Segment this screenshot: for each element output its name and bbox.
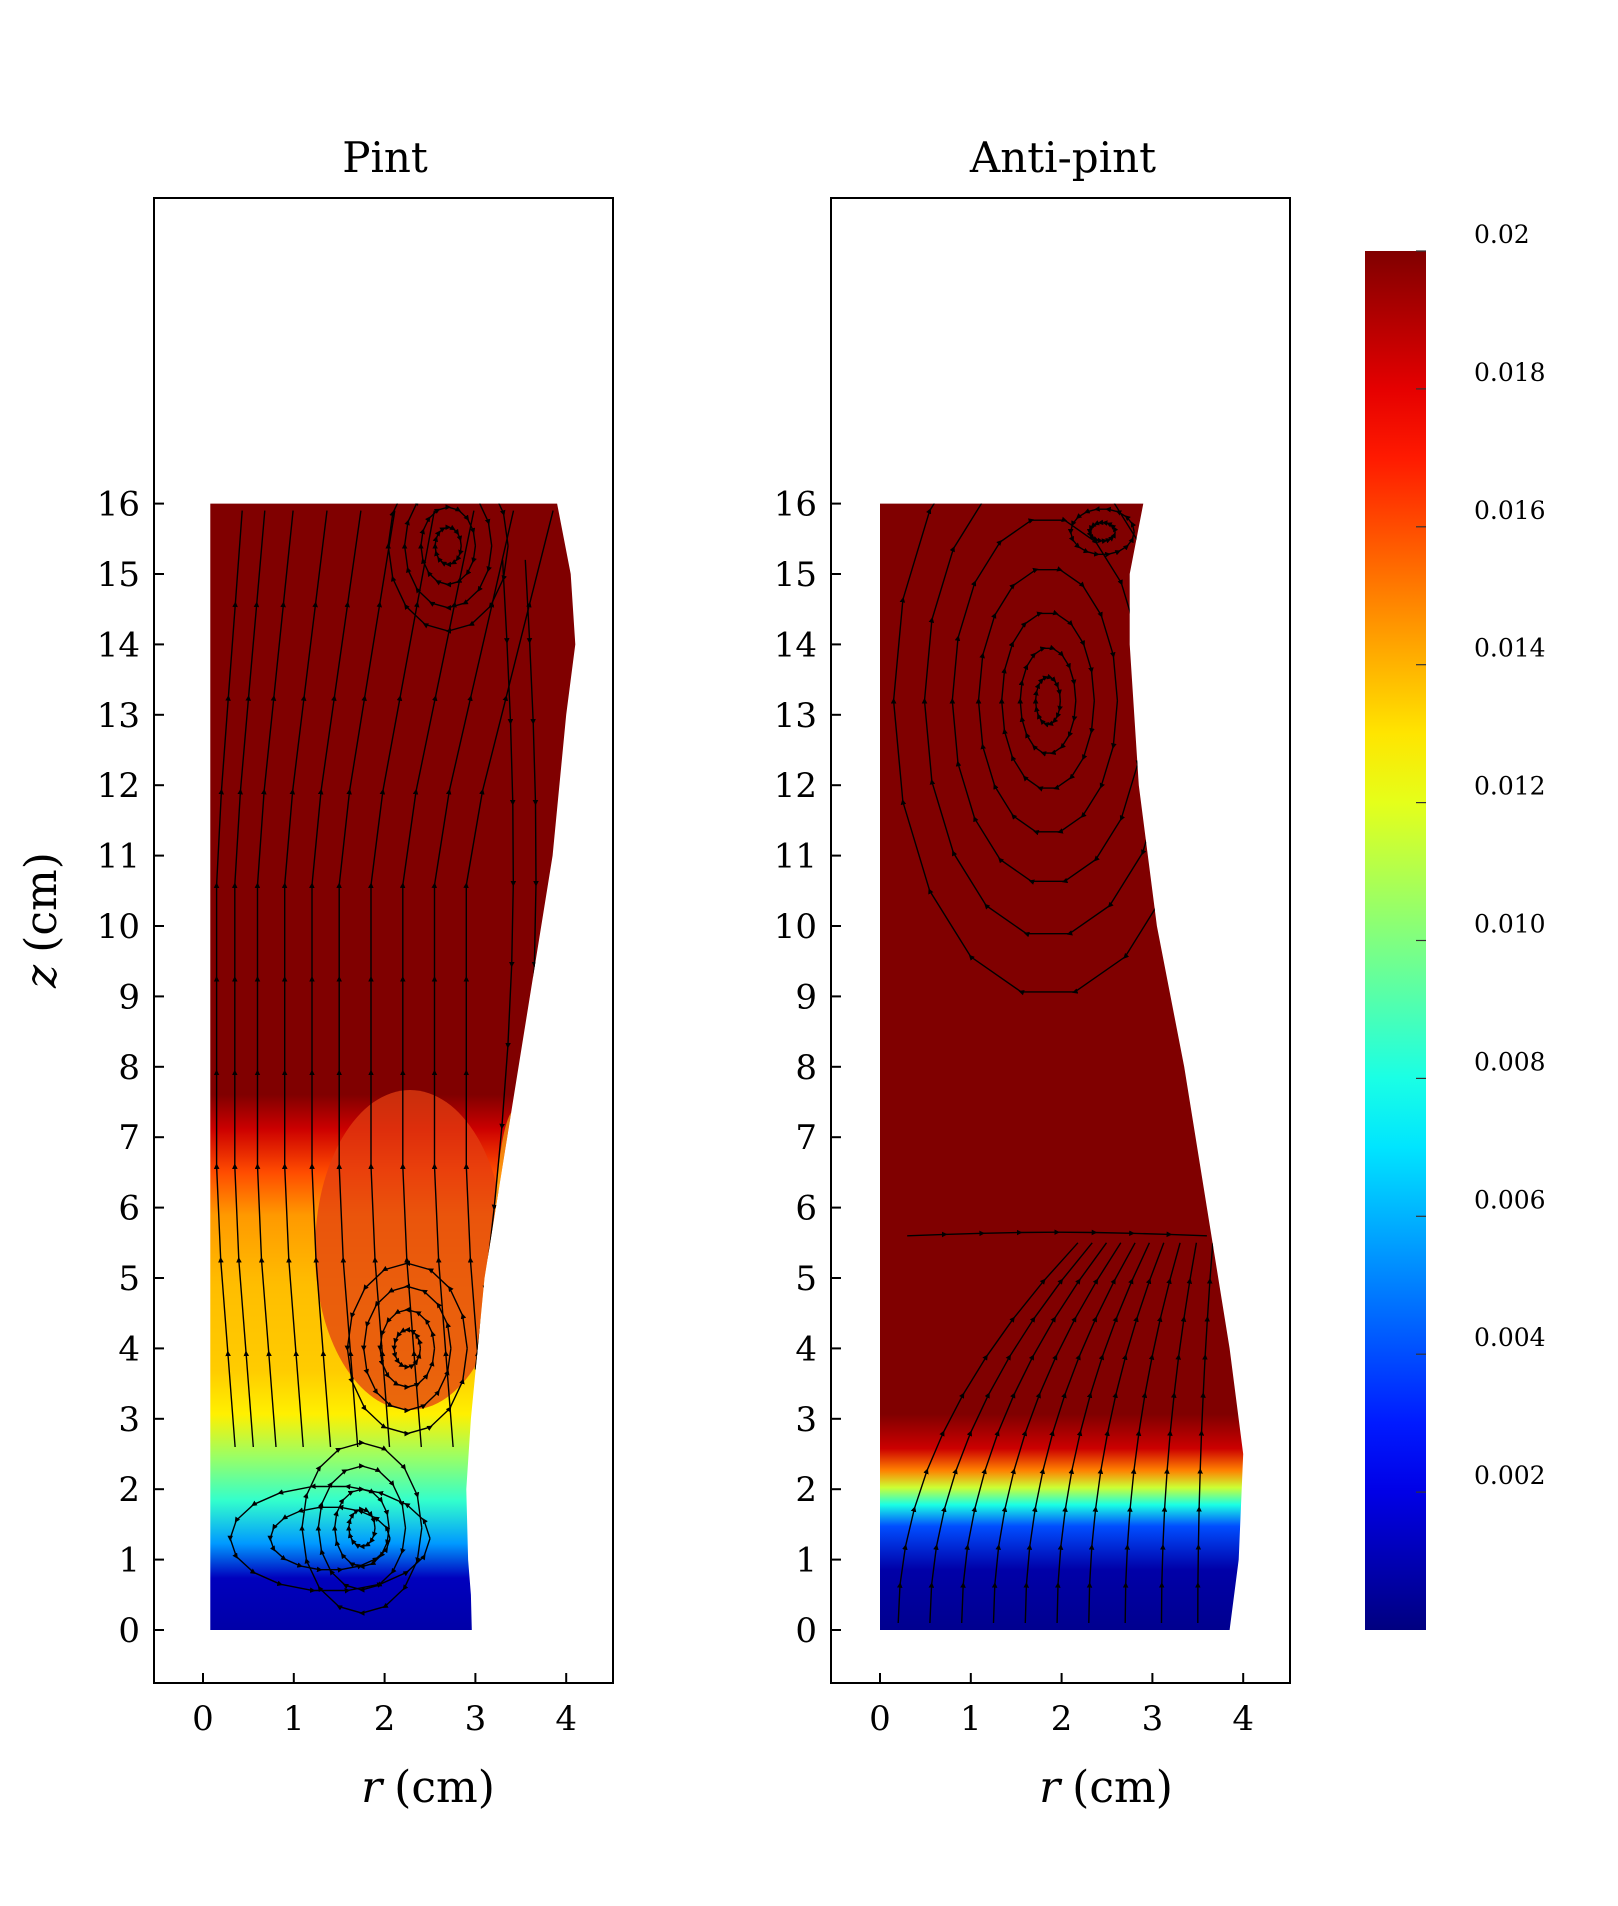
- field-fill-anti-pint: [880, 503, 1244, 1631]
- colorbar-tick-label: 0.004: [1474, 1323, 1546, 1352]
- ytick-label: 10: [97, 907, 140, 947]
- streamline: [281, 510, 328, 1448]
- ytick-label: 1: [795, 1541, 817, 1581]
- colorbar-tick-label: 0.008: [1474, 1047, 1546, 1076]
- streamlines-pint: [213, 503, 554, 1616]
- xtick-label: 2: [1051, 1699, 1073, 1739]
- ytick-label: 14: [97, 625, 140, 665]
- streamline: [231, 510, 266, 1448]
- ytick-label: 7: [795, 1118, 817, 1158]
- xtick-label: 0: [192, 1699, 214, 1739]
- ytick-label: 8: [795, 1048, 817, 1088]
- colorbar: 0.02 0.018 0.016 0.014 0.012 0.010 0.008 0.006 0…: [1365, 220, 1546, 1630]
- xtick-label: 4: [555, 1699, 577, 1739]
- xtick-label: 1: [960, 1699, 982, 1739]
- streamline-vortex: [890, 503, 1203, 996]
- ytick-label: 5: [118, 1259, 140, 1299]
- streamlines-anti-pint: [890, 503, 1214, 1624]
- ytick-label: 10: [774, 907, 817, 947]
- streamline: [213, 510, 243, 1448]
- colorbar-tick-label: 0.012: [1474, 772, 1546, 801]
- ytick-label: 3: [118, 1400, 140, 1440]
- ytick-label: 2: [795, 1470, 817, 1510]
- ytick-label: 6: [118, 1189, 140, 1229]
- ytick-label: 4: [795, 1329, 817, 1369]
- title-anti-pint: Anti-pint: [969, 133, 1156, 182]
- ytick-label: 7: [118, 1118, 140, 1158]
- field-wall-band-pint: [493, 1110, 537, 1450]
- ytick-label: 2: [118, 1470, 140, 1510]
- xtick-label: 3: [1142, 1699, 1164, 1739]
- field-fill-pint: [210, 503, 576, 1631]
- colorbar-tick-label: 0.02: [1474, 220, 1530, 249]
- ytick-label: 6: [795, 1189, 817, 1229]
- ytick-label: 13: [97, 696, 140, 736]
- ytick-label: 4: [118, 1329, 140, 1369]
- streamline-vortex: [1067, 506, 1137, 558]
- colorbar-tick-label: 0.018: [1474, 358, 1546, 387]
- ytick-label: 9: [118, 977, 140, 1017]
- xtick-label: 0: [869, 1699, 891, 1739]
- colorbar-tick-label: 0.016: [1474, 496, 1546, 525]
- streamline: [254, 510, 294, 1448]
- field-hotspot-pint: [315, 1090, 505, 1410]
- ytick-label: 1: [118, 1541, 140, 1581]
- ytick-label: 0: [795, 1611, 817, 1651]
- ytick-label: 14: [774, 625, 817, 665]
- ytick-label: 11: [97, 837, 140, 877]
- ytick-label: 13: [774, 696, 817, 736]
- heatmap-anti-pint: [880, 503, 1244, 1631]
- ytick-label: 16: [774, 485, 817, 525]
- ytick-label: 5: [795, 1259, 817, 1299]
- ytick-label: 15: [774, 555, 817, 595]
- streamline-vortex: [227, 1483, 431, 1594]
- streamline: [1158, 1242, 1198, 1624]
- xtick-label: 4: [1232, 1699, 1254, 1739]
- ytick-label: 12: [774, 766, 817, 806]
- ylabel-pint: z(cm): [16, 852, 67, 989]
- xtick-label: 1: [283, 1699, 305, 1739]
- streamline: [1195, 1242, 1214, 1624]
- axes-frame-pint: [153, 197, 614, 1684]
- heatmap-pint: [210, 503, 576, 1631]
- streamline-vortex: [344, 1260, 468, 1437]
- axes-frame-anti-pint: [830, 197, 1291, 1684]
- colorbar-tick-label: 0.002: [1474, 1461, 1546, 1490]
- colorbar-tick-label: 0.006: [1474, 1185, 1546, 1214]
- colorbar-tick-label: 0.014: [1474, 634, 1546, 663]
- xtick-label: 3: [465, 1699, 487, 1739]
- xlabel-anti-pint: r (cm): [1039, 1762, 1173, 1813]
- ytick-label: 9: [795, 977, 817, 1017]
- colorbar-tick-label: 0.010: [1474, 910, 1546, 939]
- xtick-label: 2: [374, 1699, 396, 1739]
- xlabel-pint: r (cm): [361, 1762, 495, 1813]
- ytick-label: 16: [97, 485, 140, 525]
- streamline-vortex: [385, 503, 509, 634]
- ytick-label: 3: [795, 1400, 817, 1440]
- ytick-label: 11: [774, 837, 817, 877]
- ytick-label: 8: [118, 1048, 140, 1088]
- ytick-label: 0: [118, 1611, 140, 1651]
- colorbar-ticks: 0.02 0.018 0.016 0.014 0.012 0.010 0.008 0.006 0…: [1416, 220, 1546, 1493]
- streamline-separation: [907, 1229, 1207, 1238]
- ytick-label: 15: [97, 555, 140, 595]
- ytick-label: 12: [97, 766, 140, 806]
- colorbar-gradient: [1365, 251, 1426, 1630]
- panel-anti-pint: Anti-pint 0 1 2 3 4012345678910111213141516 …: [774, 133, 1291, 1813]
- title-pint: Pint: [342, 133, 428, 182]
